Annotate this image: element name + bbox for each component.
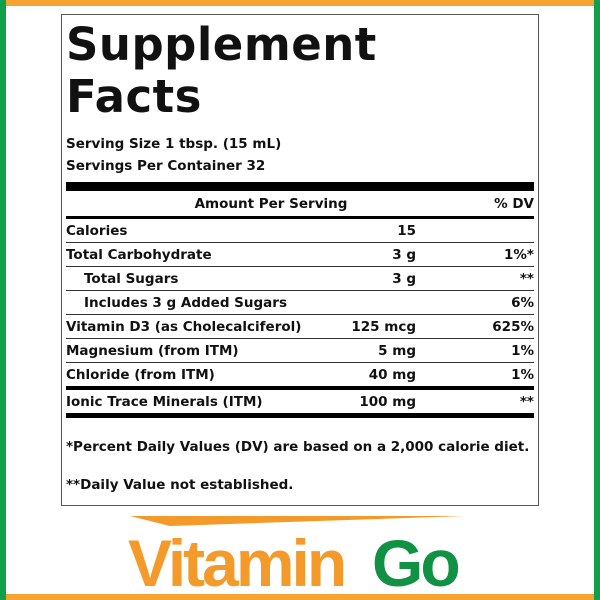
serving-size: Serving Size 1 tbsp. (15 mL)	[66, 136, 282, 152]
nutrient-amount: 100 mg	[359, 393, 416, 410]
table-row: Magnesium (from ITM) 5 mg 1%	[66, 339, 534, 363]
logo-go-text: Go	[372, 526, 458, 592]
logo-vitamin-text: Vitamin	[128, 526, 344, 592]
nutrient-dv: 1%*	[504, 246, 534, 263]
frame-left-border	[0, 0, 6, 600]
title-line-2: Facts	[66, 70, 202, 123]
header-dv: % DV	[494, 195, 534, 212]
frame-bottom-border	[0, 594, 600, 600]
nutrient-name: Chloride (from ITM)	[66, 366, 215, 383]
footnote-not-established: **Daily Value not established.	[66, 477, 294, 493]
nutrient-amount: 15	[397, 222, 416, 239]
table-row: Total Sugars 3 g **	[66, 267, 534, 291]
frame-right-border	[594, 0, 600, 600]
nutrient-dv: **	[519, 393, 534, 410]
nutrient-dv: 1%	[511, 342, 534, 359]
divider-thick	[66, 182, 534, 191]
nutrient-name: Total Sugars	[84, 270, 179, 287]
nutrient-name: Total Carbohydrate	[66, 246, 212, 263]
table-row: Vitamin D3 (as Cholecalciferol) 125 mcg 62…	[66, 315, 534, 339]
servings-per-container: Servings Per Container 32	[66, 158, 266, 174]
nutrient-name: Vitamin D3 (as Cholecalciferol)	[66, 318, 302, 335]
nutrient-amount: 125 mcg	[351, 318, 416, 335]
nutrient-dv: 625%	[492, 318, 534, 335]
nutrient-amount: 3 g	[392, 270, 416, 287]
panel-title: Supplement Facts	[66, 19, 534, 123]
nutrient-dv: **	[519, 270, 534, 287]
header-amount: Amount Per Serving	[194, 195, 348, 212]
table-row: Chloride (from ITM) 40 mg 1%	[66, 363, 534, 390]
nutrient-name: Includes 3 g Added Sugars	[84, 294, 287, 311]
table-row: Includes 3 g Added Sugars 6%	[66, 291, 534, 315]
table-header: Amount Per Serving % DV	[66, 191, 534, 219]
nutrient-amount: 5 mg	[378, 342, 416, 359]
supplement-facts-panel: Supplement Facts Serving Size 1 tbsp. (1…	[61, 14, 539, 506]
frame-top-border	[0, 0, 600, 6]
nutrient-amount: 3 g	[392, 246, 416, 263]
footnote-dv: *Percent Daily Values (DV) are based on …	[66, 439, 530, 455]
nutrient-name: Calories	[66, 222, 128, 239]
nutrient-dv: 6%	[511, 294, 534, 311]
nutrient-name: Ionic Trace Minerals (ITM)	[66, 393, 263, 410]
title-line-1: Supplement	[66, 18, 377, 71]
table-row: Ionic Trace Minerals (ITM) 100 mg **	[66, 390, 534, 418]
table-row: Total Carbohydrate 3 g 1%*	[66, 243, 534, 267]
table-row: Calories 15	[66, 219, 534, 243]
nutrient-amount: 40 mg	[368, 366, 416, 383]
nutrient-name: Magnesium (from ITM)	[66, 342, 239, 359]
nutrient-dv: 1%	[511, 366, 534, 383]
logo-swoosh	[130, 516, 465, 526]
vitamingo-logo: Vitamin Go	[128, 516, 465, 592]
